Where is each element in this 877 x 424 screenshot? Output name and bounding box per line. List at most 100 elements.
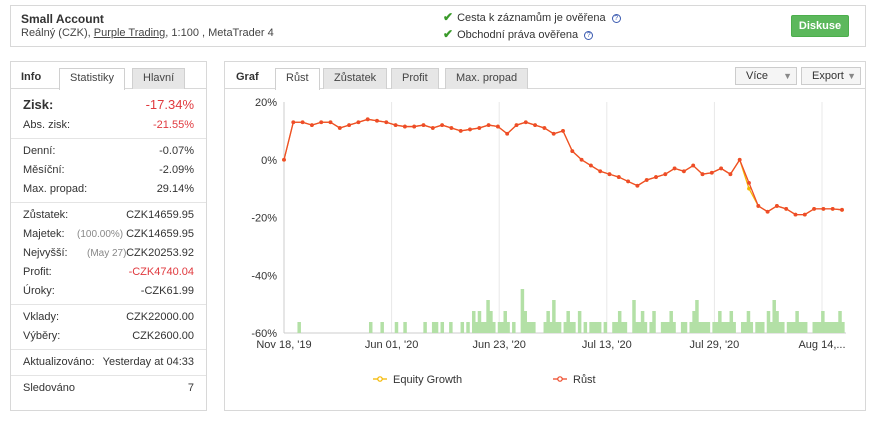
data-point bbox=[812, 206, 816, 211]
tab-max-propad[interactable]: Max. propad bbox=[445, 68, 529, 89]
activity-bar bbox=[715, 322, 719, 333]
y-axis: 20% 0% -20% -40% -60% bbox=[251, 97, 277, 340]
activity-bar bbox=[403, 322, 407, 333]
data-point bbox=[616, 175, 621, 179]
activity-bar bbox=[529, 322, 533, 333]
verify-track-record: ✔ Cesta k záznamům je ověřena? bbox=[443, 10, 621, 24]
data-point bbox=[300, 120, 305, 125]
stat-label: Majetek: bbox=[23, 228, 65, 240]
activity-bar bbox=[506, 322, 510, 333]
data-point bbox=[747, 180, 751, 185]
data-point bbox=[775, 204, 779, 208]
stat-value: CZK20253.92 bbox=[126, 247, 194, 259]
activity-bar bbox=[632, 300, 636, 333]
series-line bbox=[283, 118, 843, 216]
activity-bar bbox=[503, 311, 507, 333]
activity-bar bbox=[726, 322, 731, 333]
y-tick-label: -20% bbox=[251, 213, 277, 225]
activity-bar bbox=[740, 322, 745, 333]
data-point bbox=[672, 166, 677, 171]
tab-hlavni[interactable]: Hlavní bbox=[132, 68, 186, 89]
activity-bar bbox=[577, 311, 582, 333]
stat-value: -2.09% bbox=[159, 164, 194, 176]
activity-bar bbox=[743, 322, 748, 333]
stat-label: Sledováno bbox=[23, 382, 75, 394]
chart-legend: Equity Growth Růst bbox=[373, 374, 596, 386]
activity-bar bbox=[663, 322, 668, 333]
stat-row-uroky: Úroky: -CZK61.99 bbox=[11, 282, 206, 301]
activity-bar bbox=[532, 322, 536, 333]
activity-bar bbox=[683, 322, 688, 333]
data-point bbox=[403, 124, 407, 129]
stat-value: 29.14% bbox=[156, 183, 194, 195]
activity-bar bbox=[720, 322, 725, 333]
divider bbox=[11, 349, 206, 350]
data-point bbox=[523, 120, 528, 125]
data-point bbox=[830, 206, 835, 211]
data-point bbox=[719, 166, 723, 171]
stats-panel: Info Statistiky Hlavní Zisk: -17.34% Abs… bbox=[10, 61, 207, 411]
data-point bbox=[477, 126, 482, 130]
activity-bar bbox=[680, 322, 685, 333]
activity-bar bbox=[706, 322, 711, 333]
discussion-button[interactable]: Diskuse bbox=[791, 15, 849, 37]
activity-bar bbox=[546, 311, 550, 333]
data-point bbox=[747, 186, 751, 191]
stat-value: CZK14659.95 bbox=[126, 209, 194, 221]
activity-bar bbox=[769, 322, 774, 333]
data-point bbox=[282, 157, 286, 162]
activity-bar bbox=[615, 322, 619, 333]
export-dropdown[interactable]: Export ▼ bbox=[801, 67, 861, 85]
account-header: Small Account Reálný (CZK), Purple Tradi… bbox=[10, 5, 866, 47]
tab-profit[interactable]: Profit bbox=[391, 68, 439, 89]
tab-info-label: Info bbox=[21, 71, 42, 83]
activity-bar bbox=[512, 322, 516, 333]
activity-bar bbox=[466, 322, 470, 333]
broker-link[interactable]: Purple Trading bbox=[93, 27, 166, 39]
activity-bar bbox=[554, 322, 559, 333]
chart-tabs: Graf Růst Zůstatek Profit Max. propad Ví… bbox=[225, 62, 865, 90]
stat-row-zisk: Zisk: -17.34% bbox=[11, 94, 206, 116]
data-point bbox=[607, 172, 612, 177]
stat-label: Abs. zisk: bbox=[23, 119, 71, 131]
tab-zustatek[interactable]: Zůstatek bbox=[323, 68, 388, 89]
activity-bar bbox=[755, 322, 759, 333]
activity-bar bbox=[552, 300, 556, 333]
divider bbox=[11, 304, 206, 305]
data-point bbox=[412, 124, 417, 129]
stat-label: Vklady: bbox=[23, 311, 60, 323]
legend-label: Equity Growth bbox=[393, 374, 462, 386]
data-point bbox=[561, 128, 565, 133]
tab-rust[interactable]: Růst bbox=[275, 68, 320, 90]
stat-label: Max. propad: bbox=[23, 183, 88, 195]
activity-bar bbox=[572, 322, 576, 333]
activity-bar bbox=[394, 322, 399, 333]
tab-statistiky[interactable]: Statistiky bbox=[59, 68, 126, 90]
data-point bbox=[551, 131, 556, 136]
help-icon[interactable]: ? bbox=[584, 31, 594, 40]
activity-bar bbox=[789, 322, 794, 333]
chart-bars bbox=[297, 289, 845, 333]
activity-bar bbox=[523, 311, 528, 333]
legend-marker bbox=[377, 376, 383, 382]
more-dropdown-label: Více bbox=[746, 70, 769, 82]
activity-bar bbox=[703, 322, 708, 333]
data-point bbox=[700, 172, 705, 177]
activity-bar bbox=[472, 311, 476, 333]
stat-date: (May 27) bbox=[87, 248, 127, 259]
data-point bbox=[421, 123, 426, 127]
data-point bbox=[542, 126, 547, 130]
activity-bar bbox=[695, 300, 699, 333]
activity-bar bbox=[775, 311, 779, 333]
help-icon[interactable]: ? bbox=[611, 14, 621, 23]
legend-marker bbox=[557, 376, 563, 382]
activity-bar bbox=[492, 322, 496, 333]
activity-bar bbox=[818, 322, 822, 333]
activity-bar bbox=[838, 311, 842, 333]
activity-bar bbox=[589, 322, 593, 333]
stat-value: -17.34% bbox=[145, 97, 194, 112]
chart-panel: Graf Růst Zůstatek Profit Max. propad Ví… bbox=[224, 61, 866, 411]
more-dropdown[interactable]: Více ▼ bbox=[735, 67, 797, 85]
activity-bar bbox=[637, 322, 642, 333]
divider bbox=[11, 375, 206, 376]
